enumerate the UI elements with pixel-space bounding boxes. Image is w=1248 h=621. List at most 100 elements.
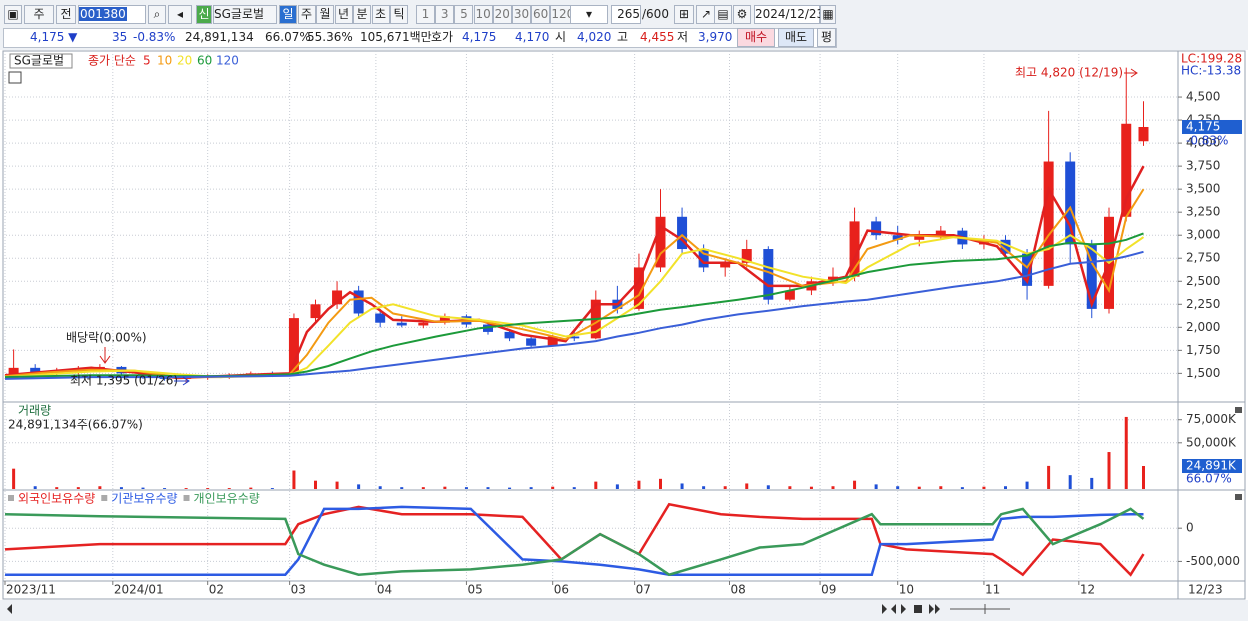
holding-line (5, 505, 1144, 576)
high-label: 고 (617, 30, 629, 44)
lc-label: LC:199.28 (1181, 52, 1242, 66)
candle-body (526, 338, 537, 346)
x-tick-label: 11 (985, 583, 1000, 597)
y-tick-label: 1,750 (1186, 343, 1220, 357)
bid-ask-label: 호가 (431, 30, 454, 44)
sell-button[interactable]: 매도 (778, 28, 814, 47)
period-button[interactable]: 월 (316, 5, 334, 24)
panel-menu[interactable] (1235, 494, 1242, 500)
stock-name[interactable]: SG글로벌 (213, 5, 277, 24)
volume-bar (659, 478, 662, 489)
legend-swatch (8, 495, 14, 501)
candle-body (418, 322, 429, 326)
y-tick-label: 3,500 (1186, 182, 1220, 196)
buy-button[interactable]: 매수 (737, 28, 775, 47)
volume-bar (98, 486, 102, 489)
period-button[interactable]: 초 (371, 5, 390, 24)
count-input[interactable]: 265 (611, 5, 641, 24)
interval-button[interactable]: 30 (512, 5, 531, 24)
x-tick-label: 12 (1080, 583, 1095, 597)
holding-line (4, 502, 1145, 577)
period-button[interactable]: 틱 (390, 5, 408, 24)
table-icon[interactable] (8, 71, 22, 84)
tool-button[interactable]: ⊞ (674, 5, 694, 24)
volume-bar (594, 481, 598, 489)
volume-bar (314, 480, 317, 489)
x-tick-label: 2024/01 (114, 583, 164, 597)
marks (4, 67, 1149, 577)
y-tick-label: 75,000K (1186, 412, 1237, 426)
interval-button[interactable]: 3 (435, 5, 455, 24)
code-input[interactable]: 001380 (78, 5, 146, 24)
x-tick-label: 07 (636, 583, 651, 597)
x-tick-label: 08 (731, 583, 746, 597)
candle-body (569, 336, 580, 339)
legend-entry: 20 (177, 54, 192, 68)
candle-body (720, 262, 731, 268)
price: 4,175 ▼ (30, 30, 78, 44)
legend-entry: 기관보유수량 (111, 492, 177, 506)
y-tick-label: -500,000 (1186, 554, 1240, 568)
volume-title: 거래량 (18, 404, 51, 418)
candle-body (1138, 126, 1149, 142)
interval-button[interactable]: 20 (492, 5, 512, 24)
date-input[interactable]: 2024/12/23 (754, 5, 824, 24)
save-button[interactable]: ▤ (714, 5, 732, 24)
tool-button[interactable]: ↗ (696, 5, 716, 24)
volume-bar (1068, 475, 1072, 489)
volume-bar (1107, 452, 1111, 489)
scroll-left[interactable] (7, 604, 12, 614)
menu-button[interactable]: ▣ (4, 5, 22, 24)
volume-bar (1090, 477, 1094, 489)
x-tick-label: 2023/11 (6, 583, 56, 597)
volume-bar (1047, 465, 1051, 489)
period-button[interactable]: 분 (353, 5, 371, 24)
interval-button[interactable]: 5 (454, 5, 474, 24)
search-button[interactable]: ⌕ (148, 5, 166, 24)
volume-bar (292, 470, 296, 489)
avg-button[interactable]: 평 (817, 28, 836, 47)
candle-body (677, 216, 688, 250)
candle-body (935, 230, 946, 236)
adjust-button[interactable]: 전 (56, 5, 76, 24)
volume-bar (680, 483, 684, 489)
volume-bar (702, 486, 706, 489)
market-select[interactable]: 주 (24, 5, 54, 24)
open: 4,020 (577, 30, 612, 44)
legend-entry: 외국인보유수량 (18, 492, 95, 506)
labels: 2023/11 2024/01 02 03 04 05 06 07 08 09 10 11 121,50… (6, 54, 1242, 597)
interval-button[interactable]: 10 (473, 5, 493, 24)
volume-subtitle: 24,891,134주(66.07%) (8, 418, 143, 432)
calendar-button[interactable]: ▦ (820, 5, 836, 24)
interval-button[interactable]: 120 (550, 5, 574, 24)
scroll-bar[interactable] (0, 600, 1248, 621)
legend-entry: 개인보유수량 (194, 492, 260, 506)
panel-menu[interactable] (1235, 407, 1242, 413)
interval-button[interactable]: 60 (531, 5, 551, 24)
legend-entry: 120 (216, 54, 239, 68)
y-tick-label: 2,750 (1186, 251, 1220, 265)
volume-bar (357, 484, 361, 489)
interval-select[interactable]: ▾ (570, 5, 608, 24)
volume-bar (939, 486, 943, 489)
scroll-controls[interactable] (882, 604, 940, 614)
period-button[interactable]: 년 (334, 5, 353, 24)
sound-button[interactable]: ◂ (168, 5, 192, 24)
x-tick-label: 05 (467, 583, 482, 597)
bid: 4,170 (515, 30, 550, 44)
interval-button[interactable]: 1 (416, 5, 435, 24)
volume-bar (982, 486, 986, 489)
volume-bar (378, 486, 382, 489)
volume-bar (766, 485, 770, 489)
y-tick-label: 0 (1186, 521, 1194, 535)
volume-bar (637, 480, 641, 489)
ask: 4,175 (462, 30, 497, 44)
volume-bar (572, 487, 576, 489)
period-button[interactable]: 주 (297, 5, 316, 24)
volume-bar (1004, 486, 1007, 489)
settings-button[interactable]: ⚙ (733, 5, 751, 24)
period-button[interactable]: 일 (279, 5, 297, 24)
zoom-slider[interactable] (950, 604, 1010, 614)
candle-body (30, 367, 41, 374)
last-volume-box (1182, 459, 1242, 474)
